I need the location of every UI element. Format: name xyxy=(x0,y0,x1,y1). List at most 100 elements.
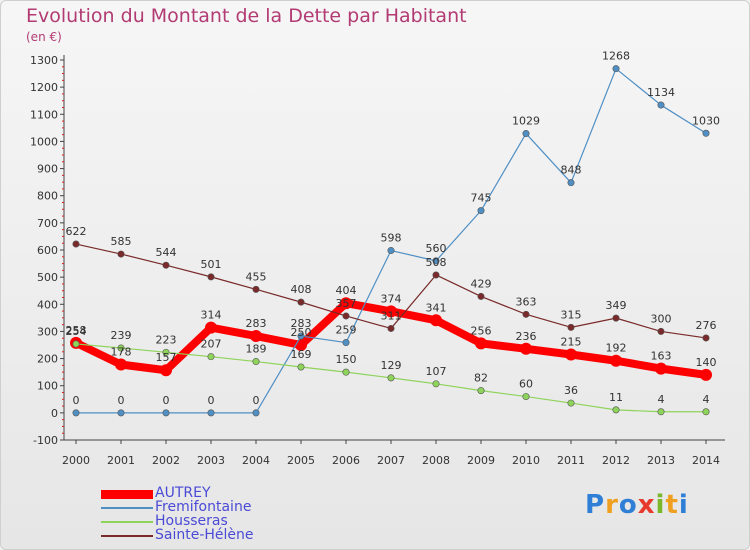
data-point xyxy=(702,129,710,137)
data-point xyxy=(340,297,352,310)
data-label: 314 xyxy=(201,309,222,322)
data-label: 0 xyxy=(208,394,215,407)
data-point xyxy=(387,247,395,255)
data-label: 311 xyxy=(381,309,402,322)
logo-letter: i xyxy=(655,490,666,520)
data-point xyxy=(72,240,80,248)
data-point xyxy=(115,358,127,371)
data-point xyxy=(522,130,530,138)
unit-label: (en €) xyxy=(26,30,62,44)
data-point xyxy=(610,354,622,367)
data-point xyxy=(520,342,532,355)
data-point xyxy=(567,323,575,331)
data-label: 357 xyxy=(336,297,357,310)
legend-swatch-1 xyxy=(101,489,153,499)
y-tick-label: -100 xyxy=(33,434,58,447)
data-label: 192 xyxy=(606,342,627,355)
data-point xyxy=(657,101,665,109)
y-tick-label: 500 xyxy=(37,271,58,284)
data-label: 1030 xyxy=(692,114,720,127)
data-point xyxy=(160,364,172,377)
x-tick-label: 2008 xyxy=(422,454,450,467)
y-tick-label: 700 xyxy=(37,217,58,230)
proxiti-logo: Proxiti xyxy=(585,490,689,520)
data-label: 622 xyxy=(66,225,87,238)
data-label: 107 xyxy=(426,365,447,378)
x-tick-label: 2010 xyxy=(512,454,540,467)
data-label: 36 xyxy=(564,384,578,397)
data-label: 129 xyxy=(381,359,402,372)
legend-label-4: Sainte-Hélène xyxy=(155,527,254,543)
data-label: 501 xyxy=(201,258,222,271)
data-point xyxy=(385,305,397,318)
data-point xyxy=(567,179,575,187)
data-label: 315 xyxy=(561,308,582,321)
data-point xyxy=(117,250,125,258)
y-tick-label: 300 xyxy=(37,325,58,338)
data-label: 404 xyxy=(336,284,357,297)
data-point xyxy=(250,330,262,343)
data-point xyxy=(702,408,710,416)
data-label: 11 xyxy=(609,391,623,404)
data-point xyxy=(162,261,170,269)
data-point xyxy=(432,257,440,265)
data-label: 169 xyxy=(291,348,312,361)
data-label: 4 xyxy=(658,393,665,406)
data-label: 1029 xyxy=(512,115,540,128)
data-label: 544 xyxy=(156,246,177,259)
data-point xyxy=(475,337,487,350)
x-tick-label: 2000 xyxy=(62,454,90,467)
data-label: 82 xyxy=(474,372,488,385)
y-tick-label: 1200 xyxy=(30,81,58,94)
logo-letter: o xyxy=(618,490,638,520)
data-label: 254 xyxy=(66,325,87,338)
data-label: 207 xyxy=(201,338,222,351)
legend-label-1: AUTREY xyxy=(155,485,211,501)
data-label: 598 xyxy=(381,232,402,245)
data-point xyxy=(477,207,485,215)
data-point xyxy=(657,327,665,335)
data-label: 283 xyxy=(246,317,267,330)
data-label: 4 xyxy=(703,393,710,406)
data-label: 215 xyxy=(561,336,582,349)
data-label: 349 xyxy=(606,299,627,312)
data-label: 259 xyxy=(336,324,357,337)
data-label: 508 xyxy=(426,256,447,269)
y-tick-label: 900 xyxy=(37,163,58,176)
y-tick-label: 200 xyxy=(37,353,58,366)
x-tick-label: 2006 xyxy=(332,454,360,467)
y-tick-label: 1300 xyxy=(30,54,58,67)
chart-title: Evolution du Montant de la Dette par Hab… xyxy=(26,5,467,27)
data-label: 0 xyxy=(73,394,80,407)
data-point xyxy=(565,348,577,361)
data-label: 283 xyxy=(291,317,312,330)
data-point xyxy=(342,339,350,347)
logo-letter: x xyxy=(637,490,656,520)
data-point xyxy=(567,399,575,407)
data-label: 250 xyxy=(291,326,312,339)
legend-label-2: Fremifontaine xyxy=(155,499,252,515)
data-point xyxy=(655,362,667,375)
data-label: 189 xyxy=(246,343,267,356)
x-tick-label: 2005 xyxy=(287,454,315,467)
data-label: 236 xyxy=(516,330,537,343)
data-point xyxy=(612,314,620,322)
y-tick-label: 100 xyxy=(37,380,58,393)
x-tick-label: 2001 xyxy=(107,454,135,467)
y-tick-label: 0 xyxy=(51,407,58,420)
data-point xyxy=(207,409,215,417)
data-point xyxy=(387,374,395,382)
data-label: 560 xyxy=(426,242,447,255)
data-point xyxy=(700,368,712,381)
data-point xyxy=(72,409,80,417)
data-label: 256 xyxy=(471,324,492,337)
data-point xyxy=(72,340,80,348)
data-label: 363 xyxy=(516,295,537,308)
data-label: 300 xyxy=(651,312,672,325)
data-point xyxy=(207,353,215,361)
data-point xyxy=(430,314,442,327)
data-point xyxy=(432,380,440,388)
data-point xyxy=(297,332,305,340)
data-label: 1134 xyxy=(647,86,675,99)
